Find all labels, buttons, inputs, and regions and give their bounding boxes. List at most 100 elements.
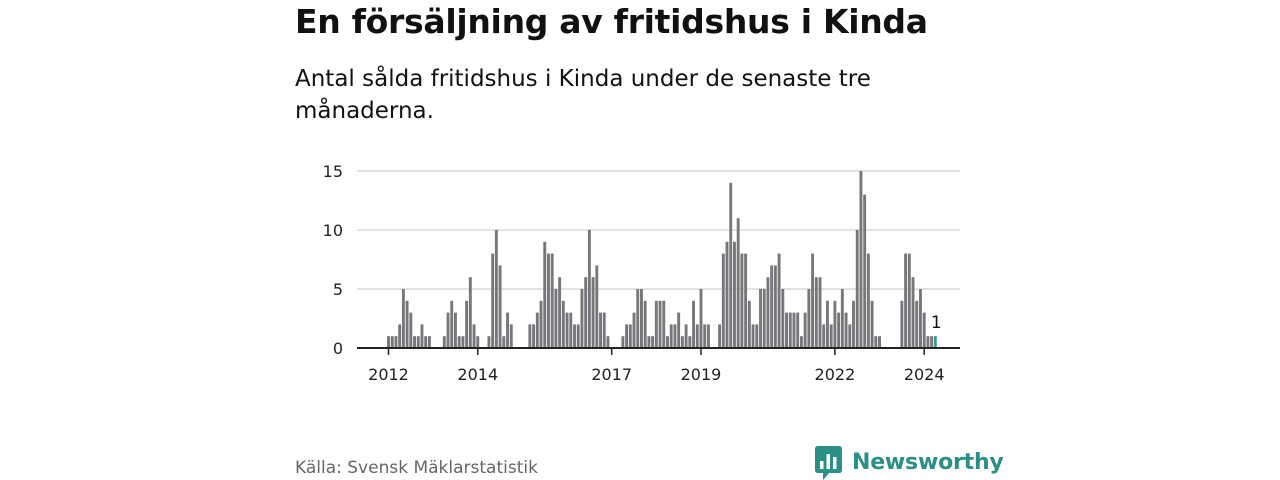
bar bbox=[398, 324, 402, 348]
bar bbox=[833, 300, 837, 348]
bar bbox=[550, 253, 554, 348]
bar bbox=[554, 289, 558, 348]
bar bbox=[785, 312, 788, 348]
bar bbox=[390, 336, 394, 348]
chart-subtitle: Antal sålda fritidshus i Kinda under de … bbox=[295, 66, 871, 124]
bar bbox=[606, 336, 610, 348]
bar bbox=[863, 194, 867, 348]
bar bbox=[394, 336, 398, 348]
bar bbox=[532, 324, 536, 348]
bar bbox=[401, 289, 405, 348]
bar bbox=[919, 289, 922, 348]
bar bbox=[409, 312, 413, 348]
bar bbox=[706, 324, 710, 348]
axes: 0 5 10 15 2012 2014 2017 2019 2022 2024 bbox=[323, 162, 960, 384]
bar bbox=[387, 336, 390, 348]
bar bbox=[561, 300, 565, 348]
bar bbox=[591, 277, 595, 348]
bar-chart: 0 5 10 15 2012 2014 2017 2019 2022 2024 1 bbox=[323, 162, 960, 384]
bar bbox=[543, 241, 547, 348]
bar bbox=[740, 253, 744, 348]
x-tick-label: 2022 bbox=[815, 365, 856, 384]
bar bbox=[907, 253, 911, 348]
bar bbox=[677, 312, 681, 348]
bar bbox=[654, 300, 658, 348]
bar bbox=[476, 336, 480, 348]
bars bbox=[387, 171, 937, 348]
bar bbox=[829, 324, 833, 348]
y-tick-label: 15 bbox=[323, 162, 343, 181]
bar bbox=[502, 336, 506, 348]
highlight-value-label: 1 bbox=[931, 313, 942, 333]
bar bbox=[587, 230, 591, 348]
bar bbox=[621, 336, 625, 348]
bar bbox=[569, 312, 573, 348]
bar bbox=[599, 312, 602, 348]
bar bbox=[699, 289, 703, 348]
bar bbox=[900, 300, 904, 348]
bar bbox=[416, 336, 420, 348]
bar bbox=[487, 336, 491, 348]
chart-title: En försäljning av fritidshus i Kinda bbox=[295, 2, 928, 41]
bar bbox=[721, 253, 725, 348]
bar bbox=[643, 300, 647, 348]
bar bbox=[751, 324, 755, 348]
bar bbox=[818, 277, 822, 348]
bar bbox=[420, 324, 424, 348]
bar bbox=[777, 253, 781, 348]
bar bbox=[450, 300, 454, 348]
bar bbox=[491, 253, 495, 348]
bar bbox=[788, 312, 792, 348]
bar bbox=[465, 300, 469, 348]
x-tick-label: 2019 bbox=[681, 365, 722, 384]
bar bbox=[770, 265, 774, 348]
bar bbox=[826, 300, 829, 348]
bar bbox=[662, 300, 666, 348]
chart-card: En försäljning av fritidshus i Kinda Ant… bbox=[295, 0, 1004, 480]
bar bbox=[535, 312, 539, 348]
bar bbox=[930, 336, 934, 348]
bar bbox=[509, 324, 513, 348]
bar bbox=[773, 265, 777, 348]
x-tick-label: 2014 bbox=[457, 365, 498, 384]
bar bbox=[680, 336, 684, 348]
bar bbox=[632, 312, 636, 348]
bar bbox=[915, 300, 919, 348]
bar bbox=[442, 336, 446, 348]
data-labels: 1 bbox=[931, 313, 942, 333]
bar bbox=[859, 171, 863, 348]
bar bbox=[457, 336, 461, 348]
bar bbox=[725, 241, 729, 348]
bar bbox=[472, 324, 476, 348]
bar bbox=[822, 324, 826, 348]
bar bbox=[870, 300, 874, 348]
bar bbox=[424, 336, 428, 348]
bar bbox=[528, 324, 532, 348]
x-tick-label: 2017 bbox=[591, 365, 632, 384]
bar bbox=[547, 253, 550, 348]
bar bbox=[539, 300, 543, 348]
bar bbox=[811, 253, 815, 348]
bar bbox=[855, 230, 859, 348]
bar bbox=[602, 312, 606, 348]
bar bbox=[584, 277, 588, 348]
bar bbox=[647, 336, 651, 348]
bar bbox=[759, 289, 762, 348]
bar bbox=[669, 324, 673, 348]
bar bbox=[747, 300, 751, 348]
bar bbox=[848, 324, 852, 348]
y-tick-label: 5 bbox=[333, 280, 343, 299]
source-note: Källa: Svensk Mäklarstatistik bbox=[295, 458, 538, 478]
bar bbox=[911, 277, 915, 348]
brand-name: Newsworthy bbox=[852, 450, 1004, 475]
bar bbox=[658, 300, 662, 348]
bar bbox=[454, 312, 457, 348]
bar bbox=[837, 312, 841, 348]
newsworthy-logo: Newsworthy bbox=[815, 446, 1004, 480]
bar bbox=[733, 241, 736, 348]
bar bbox=[651, 336, 655, 348]
bar bbox=[640, 289, 643, 348]
bar bbox=[703, 324, 707, 348]
bar bbox=[498, 265, 502, 348]
bar bbox=[844, 312, 848, 348]
